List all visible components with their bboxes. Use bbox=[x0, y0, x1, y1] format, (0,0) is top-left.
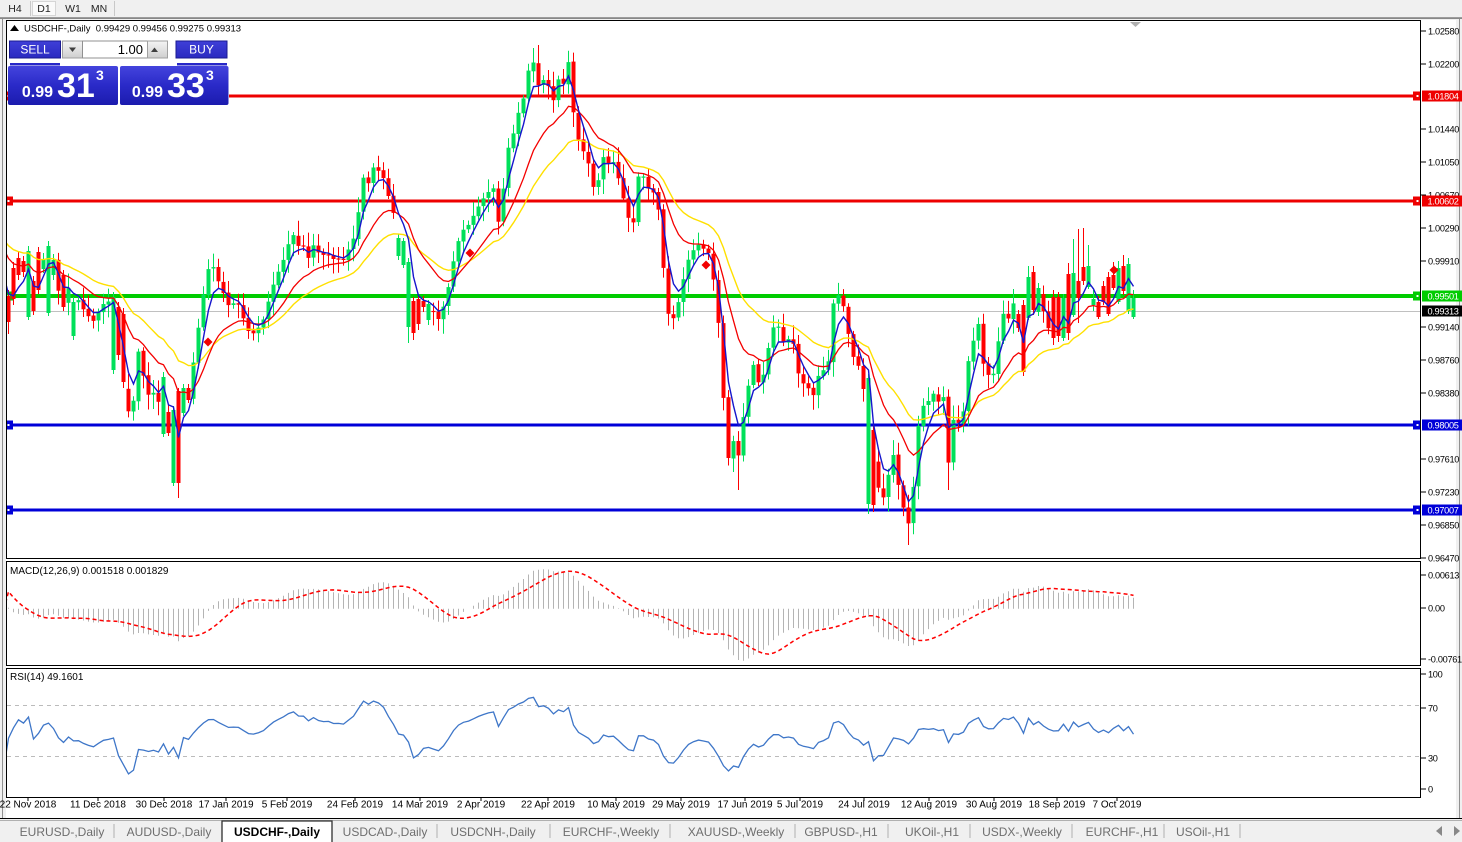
svg-text:0.98760: 0.98760 bbox=[1428, 356, 1459, 366]
svg-text:24 Feb 2019: 24 Feb 2019 bbox=[327, 800, 384, 811]
svg-text:22 Apr 2019: 22 Apr 2019 bbox=[521, 800, 575, 811]
svg-text:0.99313: 0.99313 bbox=[1428, 307, 1459, 317]
svg-text:1.00290: 1.00290 bbox=[1428, 224, 1459, 234]
svg-text:0.96850: 0.96850 bbox=[1428, 521, 1459, 531]
svg-text:AUDUSD-,Daily: AUDUSD-,Daily bbox=[127, 825, 212, 839]
svg-text:MN: MN bbox=[91, 3, 107, 15]
svg-text:EURCHF-,Weekly: EURCHF-,Weekly bbox=[563, 825, 659, 839]
svg-text:3: 3 bbox=[206, 67, 214, 83]
svg-text:0.97230: 0.97230 bbox=[1428, 488, 1459, 498]
svg-text:70: 70 bbox=[1428, 704, 1438, 714]
svg-text:D1: D1 bbox=[37, 3, 51, 15]
svg-text:USDCHF-,Daily: USDCHF-,Daily bbox=[234, 825, 320, 839]
svg-text:30 Aug 2019: 30 Aug 2019 bbox=[966, 800, 1023, 811]
svg-text:1.01440: 1.01440 bbox=[1428, 125, 1459, 135]
svg-text:0.96470: 0.96470 bbox=[1428, 554, 1459, 564]
svg-text:0.99501: 0.99501 bbox=[1428, 292, 1459, 302]
svg-text:22 Nov 2018: 22 Nov 2018 bbox=[0, 800, 57, 811]
svg-text:1.01804: 1.01804 bbox=[1428, 92, 1459, 102]
svg-text:3: 3 bbox=[96, 67, 104, 83]
svg-text:MACD(12,26,9) 0.001518 0.00182: MACD(12,26,9) 0.001518 0.001829 bbox=[10, 566, 169, 577]
svg-text:-0.00761: -0.00761 bbox=[1428, 655, 1462, 665]
svg-text:USDX-,Weekly: USDX-,Weekly bbox=[982, 825, 1062, 839]
svg-text:12 Aug 2019: 12 Aug 2019 bbox=[901, 800, 958, 811]
svg-text:0.99140: 0.99140 bbox=[1428, 323, 1459, 333]
svg-text:10 May 2019: 10 May 2019 bbox=[587, 800, 645, 811]
svg-text:2 Apr 2019: 2 Apr 2019 bbox=[457, 800, 506, 811]
svg-text:1.00: 1.00 bbox=[118, 42, 143, 57]
svg-text:30: 30 bbox=[1428, 754, 1438, 764]
svg-text:11 Dec 2018: 11 Dec 2018 bbox=[70, 800, 126, 811]
svg-text:H4: H4 bbox=[8, 3, 22, 15]
svg-text:14 Mar 2019: 14 Mar 2019 bbox=[392, 800, 449, 811]
svg-text:0.00613: 0.00613 bbox=[1428, 571, 1459, 581]
svg-text:EURCHF-,H1: EURCHF-,H1 bbox=[1086, 825, 1159, 839]
svg-text:5 Jul 2019: 5 Jul 2019 bbox=[777, 800, 824, 811]
svg-text:USDCNH-,Daily: USDCNH-,Daily bbox=[450, 825, 535, 839]
svg-text:0.98005: 0.98005 bbox=[1428, 421, 1459, 431]
svg-text:17 Jan 2019: 17 Jan 2019 bbox=[198, 800, 253, 811]
svg-text:30 Dec 2018: 30 Dec 2018 bbox=[136, 800, 193, 811]
svg-text:1.02580: 1.02580 bbox=[1428, 27, 1459, 37]
svg-text:SELL: SELL bbox=[20, 43, 50, 57]
svg-text:EURUSD-,Daily: EURUSD-,Daily bbox=[20, 825, 105, 839]
svg-text:31: 31 bbox=[57, 67, 95, 105]
svg-text:7 Oct 2019: 7 Oct 2019 bbox=[1093, 800, 1142, 811]
svg-text:USDCAD-,Daily: USDCAD-,Daily bbox=[343, 825, 428, 839]
svg-text:0.99: 0.99 bbox=[22, 84, 53, 101]
svg-text:100: 100 bbox=[1428, 670, 1443, 680]
svg-text:0.98380: 0.98380 bbox=[1428, 389, 1459, 399]
svg-text:0.99: 0.99 bbox=[132, 84, 163, 101]
svg-text:17 Jun 2019: 17 Jun 2019 bbox=[717, 800, 772, 811]
svg-text:0.97007: 0.97007 bbox=[1428, 506, 1459, 516]
svg-text:RSI(14) 49.1601: RSI(14) 49.1601 bbox=[10, 672, 84, 683]
svg-text:33: 33 bbox=[167, 67, 205, 105]
svg-text:0.97610: 0.97610 bbox=[1428, 455, 1459, 465]
svg-text:0.99910: 0.99910 bbox=[1428, 257, 1459, 267]
svg-text:24 Jul 2019: 24 Jul 2019 bbox=[838, 800, 890, 811]
svg-text:1.02200: 1.02200 bbox=[1428, 60, 1459, 70]
svg-text:0: 0 bbox=[1428, 785, 1433, 795]
svg-text:UKOil-,H1: UKOil-,H1 bbox=[905, 825, 959, 839]
svg-text:XAUUSD-,Weekly: XAUUSD-,Weekly bbox=[688, 825, 784, 839]
svg-text:W1: W1 bbox=[65, 3, 81, 15]
svg-text:1.00602: 1.00602 bbox=[1428, 197, 1459, 207]
svg-text:0.00: 0.00 bbox=[1428, 604, 1445, 614]
svg-text:BUY: BUY bbox=[189, 43, 214, 57]
svg-text:USDCHF-,Daily 0.99429 0.99456: USDCHF-,Daily 0.99429 0.99456 0.99275 0.… bbox=[24, 24, 241, 35]
svg-text:1.01050: 1.01050 bbox=[1428, 158, 1459, 168]
svg-text:GBPUSD-,H1: GBPUSD-,H1 bbox=[804, 825, 878, 839]
svg-text:18 Sep 2019: 18 Sep 2019 bbox=[1029, 800, 1086, 811]
svg-text:5 Feb 2019: 5 Feb 2019 bbox=[262, 800, 313, 811]
svg-text:USOil-,H1: USOil-,H1 bbox=[1176, 825, 1230, 839]
svg-text:29 May 2019: 29 May 2019 bbox=[652, 800, 710, 811]
